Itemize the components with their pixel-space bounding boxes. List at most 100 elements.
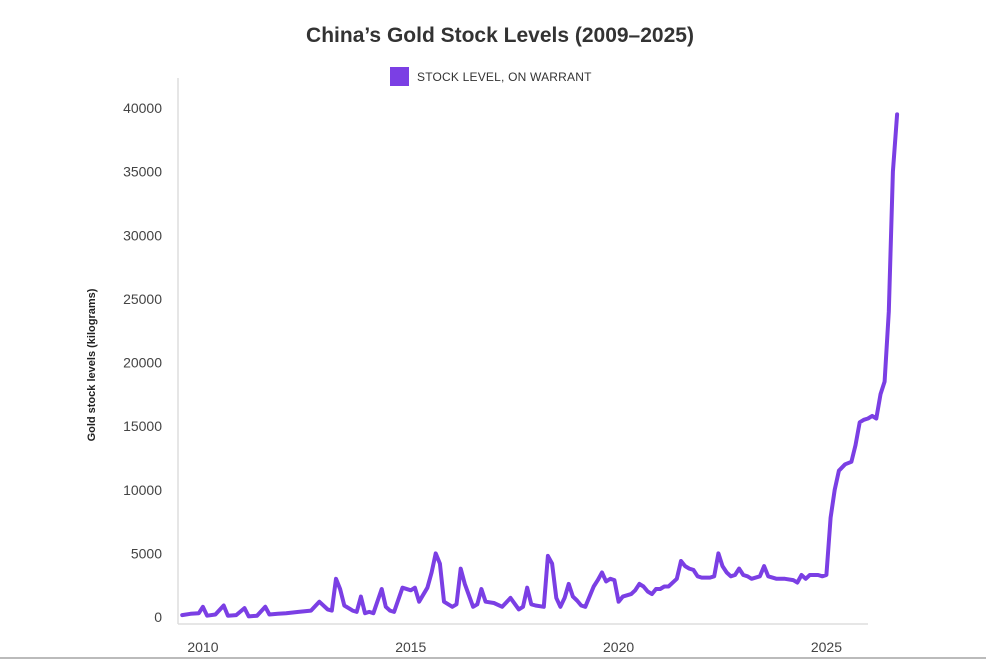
data-point [712,574,716,578]
data-point [737,567,741,571]
data-point [226,614,230,618]
x-tick-label: 2020 [603,639,634,655]
data-point [550,562,554,566]
data-point [716,551,720,555]
data-point [679,559,683,563]
bottom-divider [0,657,986,659]
data-point [633,588,637,592]
data-point [592,585,596,588]
data-point [471,605,475,609]
data-point [425,586,429,590]
data-point [729,574,733,578]
data-point [234,613,238,617]
data-point [388,609,392,613]
data-point [849,460,853,464]
data-point [804,577,808,581]
data-point [475,602,479,606]
data-point [317,600,321,604]
data-point [708,576,712,580]
data-point [342,604,346,607]
series-line [180,112,900,619]
data-point [816,573,820,577]
data-point [567,582,571,586]
data-point [492,601,496,605]
data-point [687,567,691,571]
data-point [500,605,504,609]
data-point [222,604,226,607]
data-point [579,604,583,607]
data-point [783,577,787,581]
data-point [824,573,828,577]
data-point [820,574,824,578]
data-point [243,606,246,610]
data-point [563,596,567,600]
data-point [434,551,438,555]
data-point [721,564,724,568]
data-point [255,614,259,618]
data-point [837,469,841,473]
data-point [879,392,882,396]
x-tick-label: 2015 [395,639,426,655]
data-point [189,612,192,616]
data-point [571,595,575,599]
x-ticks: 2010 2015 2020 2025 [187,639,842,655]
data-point [608,577,612,581]
y-tick-label: 10000 [123,482,162,498]
data-point [267,613,271,616]
data-point [887,310,891,314]
data-point [180,613,184,617]
data-point [700,576,704,580]
data-point [297,610,300,614]
data-point [529,602,533,606]
data-point [247,614,251,618]
data-point [762,564,766,568]
data-point [854,443,857,447]
data-point [683,564,687,568]
legend-swatch [390,67,409,86]
data-point [895,112,899,116]
data-point [442,600,446,604]
data-point [795,581,799,585]
data-point [401,586,404,590]
y-ticks: 0 5000 10000 15000 20000 25000 30000 35000 40000 [123,100,162,625]
data-point [858,420,862,424]
data-point [525,586,529,590]
data-point [430,571,434,574]
data-point [213,613,217,616]
data-point [775,577,779,581]
data-point [874,417,878,420]
data-point [650,592,654,596]
data-point [883,380,887,384]
data-point [359,595,363,599]
y-tick-label: 30000 [123,227,162,243]
data-point [384,605,388,609]
data-point [326,607,330,611]
data-point [646,590,650,593]
data-point [554,596,558,600]
data-point [534,604,537,607]
data-point [691,568,695,572]
data-point [746,574,749,578]
legend-label: STOCK LEVEL, ON WARRANT [417,69,592,84]
data-point [658,587,662,591]
data-point [558,605,562,609]
data-point [380,587,384,591]
data-point [450,605,454,609]
data-point [833,488,837,492]
data-point [612,578,616,582]
data-point [862,418,866,422]
y-tick-label: 15000 [123,418,162,434]
data-point [355,610,359,614]
data-point [276,612,280,616]
data-point [654,587,658,591]
data-point [392,610,396,614]
data-point [596,578,600,582]
data-point [546,554,550,558]
y-tick-label: 20000 [123,355,162,371]
y-tick-label: 25000 [123,291,162,307]
data-point [284,611,288,615]
y-tick-label: 35000 [123,164,162,180]
x-tick-label: 2025 [811,639,842,655]
data-point [750,577,754,581]
